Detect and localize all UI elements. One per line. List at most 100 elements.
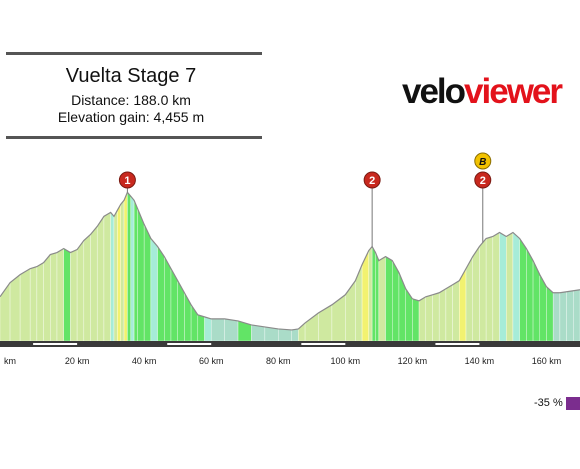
profile-segment xyxy=(318,304,333,342)
profile-segment xyxy=(204,316,212,342)
x-tick-label: 80 km xyxy=(266,356,291,366)
profile-segment xyxy=(0,281,11,342)
profile-segment xyxy=(278,328,292,342)
x-tick-label: 140 km xyxy=(465,356,495,366)
profile-segment xyxy=(19,268,31,342)
profile-segment xyxy=(445,284,453,342)
profile-segment xyxy=(485,236,494,342)
profile-segment xyxy=(499,232,507,342)
profile-segment xyxy=(418,296,427,342)
profile-segment xyxy=(371,245,376,342)
profile-segment xyxy=(96,215,105,342)
profile-segment xyxy=(452,280,460,342)
profile-segment xyxy=(150,237,158,342)
profile-segment xyxy=(425,294,433,342)
profile-segment xyxy=(63,248,71,342)
climb-category-label: 2 xyxy=(369,175,375,187)
title-top-rule xyxy=(6,52,262,55)
stage-distance: Distance: 188.0 km xyxy=(71,92,191,108)
gradient-legend-label: -35 % xyxy=(534,397,563,409)
profile-segment xyxy=(465,255,473,342)
x-tick-label: 100 km xyxy=(331,356,361,366)
profile-segment xyxy=(552,292,561,342)
axis-stripe xyxy=(33,343,78,345)
profile-segment xyxy=(164,255,172,342)
climb-category-badge xyxy=(363,171,381,189)
profile-segment xyxy=(345,279,356,342)
gradient-legend-swatch xyxy=(566,397,580,410)
axis-stripe xyxy=(167,343,212,345)
profile-segment xyxy=(137,208,145,342)
stage-title: Vuelta Stage 7 xyxy=(65,65,197,87)
bonus-sprint-badge xyxy=(474,152,492,170)
distance-axis-bar xyxy=(0,341,580,347)
profile-segment xyxy=(546,286,554,342)
logo-velo-text: velo xyxy=(402,72,466,111)
profile-segment xyxy=(9,274,21,342)
profile-segment xyxy=(304,312,319,342)
x-tick-label: 20 km xyxy=(65,356,90,366)
profile-segment xyxy=(120,199,125,342)
profile-outline xyxy=(0,191,580,331)
profile-segment xyxy=(56,248,64,342)
profile-segment xyxy=(432,292,440,342)
profile-segment xyxy=(505,232,514,342)
profile-segment xyxy=(472,245,480,342)
climb-category-label: 1 xyxy=(124,175,130,187)
profile-segment xyxy=(392,259,400,342)
profile-segment xyxy=(378,256,386,342)
profile-segment xyxy=(224,318,239,342)
profile-segment xyxy=(83,233,91,342)
x-tick-label: 60 km xyxy=(199,356,224,366)
title-bottom-rule xyxy=(6,136,262,139)
profile-segment xyxy=(50,252,58,342)
profile-segment xyxy=(197,314,205,342)
climb-category-badge xyxy=(118,171,136,189)
profile-segment xyxy=(361,250,370,342)
profile-segment xyxy=(117,203,121,342)
profile-segment xyxy=(113,209,118,342)
profile-segment xyxy=(479,237,487,342)
profile-segment xyxy=(76,239,85,342)
profile-segment xyxy=(210,318,225,342)
profile-segment xyxy=(90,225,98,342)
profile-segment xyxy=(123,192,128,342)
x-tick-label: km xyxy=(4,356,16,366)
profile-segment xyxy=(29,266,38,342)
profile-segment xyxy=(103,211,111,342)
profile-segment xyxy=(559,291,567,342)
profile-segment xyxy=(519,237,527,342)
stage-elevation-gain: Elevation gain: 4,455 m xyxy=(57,109,205,125)
axis-stripe xyxy=(435,343,480,345)
axis-stripe xyxy=(301,343,346,345)
profile-segment xyxy=(43,253,51,342)
profile-segment xyxy=(127,191,132,342)
profile-segment xyxy=(36,262,44,342)
climb-category-label: 2 xyxy=(480,175,486,187)
x-tick-label: 40 km xyxy=(132,356,157,366)
profile-segment xyxy=(291,328,299,342)
profile-segment xyxy=(157,245,165,342)
profile-segment xyxy=(251,324,266,342)
profile-segment xyxy=(70,249,78,342)
veloviewer-logo: veloviewer xyxy=(402,72,563,111)
profile-segment xyxy=(130,195,135,342)
climb-category-badge xyxy=(474,171,492,189)
profile-segment xyxy=(110,211,115,342)
profile-segment xyxy=(412,298,420,342)
profile-segment xyxy=(492,232,500,342)
x-tick-label: 120 km xyxy=(398,356,428,366)
profile-segment xyxy=(331,294,346,342)
profile-segment xyxy=(143,224,152,342)
profile-segment xyxy=(573,289,580,342)
profile-segment xyxy=(566,290,574,342)
bonus-sprint-label: B xyxy=(479,157,486,168)
profile-segment xyxy=(512,231,520,342)
profile-segment xyxy=(385,256,393,342)
profile-segment xyxy=(438,288,447,342)
profile-segment xyxy=(133,200,138,342)
profile-segment xyxy=(368,245,373,342)
profile-segment xyxy=(375,252,380,342)
profile-segment xyxy=(355,264,363,342)
profile-segment xyxy=(526,247,534,342)
